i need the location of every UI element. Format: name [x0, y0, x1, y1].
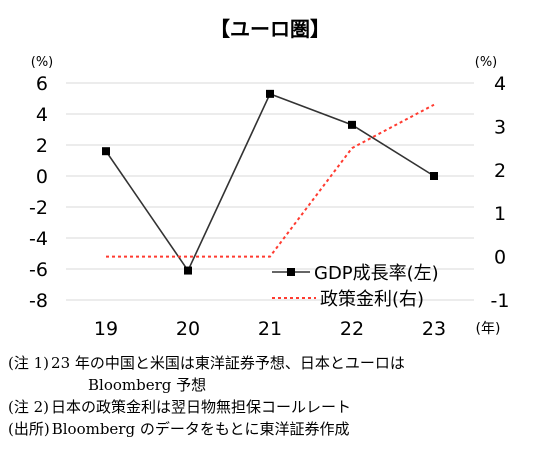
data-point-gdp-growth [266, 89, 274, 98]
left-tick-label: -4 [29, 228, 48, 250]
x-axis-ticks: 19 20 21 22 23 [94, 318, 446, 340]
series-layer [102, 89, 438, 275]
x-tick-label: 19 [94, 318, 118, 340]
data-point-gdp-growth [102, 147, 110, 156]
left-tick-label: 0 [36, 166, 48, 188]
right-tick-label: 2 [494, 160, 506, 182]
note-1-continued-text: Bloomberg 予想 [88, 376, 207, 394]
data-point-gdp-growth [184, 266, 192, 275]
note-1-continued: Bloomberg 予想 [8, 374, 534, 396]
data-point-gdp-growth [430, 172, 438, 180]
right-tick-label: -1 [491, 290, 510, 312]
note-2: (注 2) 日本の政策金利は翌日物無担保コールレート [8, 396, 534, 418]
data-point-gdp-growth [348, 120, 356, 129]
right-tick-label: 3 [494, 116, 506, 138]
x-tick-label: 20 [176, 318, 200, 340]
left-tick-label: -8 [29, 290, 48, 312]
left-tick-label: 6 [36, 73, 48, 95]
gridlines [66, 82, 474, 301]
note-source: (出所) Bloomberg のデータをもとに東洋証券作成 [8, 418, 534, 440]
chart-title: 【ユーロ圏】 [210, 17, 330, 41]
x-axis-unit: (年) [476, 321, 501, 337]
left-axis-ticks: 6 4 2 0 -2 -4 -6 -8 [29, 73, 48, 312]
x-tick-label: 21 [258, 318, 282, 340]
legend: GDP成長率(左) 政策金利(右) [272, 263, 439, 310]
note-1: (注 1) 23 年の中国と米国は東洋証券予想、日本とユーロは [8, 352, 534, 374]
right-axis-ticks: 4 3 2 1 0 -1 [491, 73, 510, 312]
right-tick-label: 4 [494, 73, 506, 95]
series-line-policy-rate [106, 103, 435, 258]
legend-rate-label: 政策金利(右) [320, 289, 424, 310]
note-2-tag: (注 2) [8, 398, 50, 416]
legend-gdp-marker [287, 268, 295, 276]
note-1-text: 23 年の中国と米国は東洋証券予想、日本とユーロは [51, 354, 405, 372]
footnotes: (注 1) 23 年の中国と米国は東洋証券予想、日本とユーロは Bloomber… [8, 352, 534, 440]
x-tick-label: 22 [340, 318, 364, 340]
left-tick-label: 4 [36, 104, 48, 126]
note-source-text: Bloomberg のデータをもとに東洋証券作成 [51, 420, 350, 438]
right-tick-label: 0 [494, 247, 506, 269]
left-axis-unit: (%) [31, 55, 54, 70]
x-tick-label: 23 [422, 318, 446, 340]
note-1-tag: (注 1) [8, 354, 50, 372]
note-2-text: 日本の政策金利は翌日物無担保コールレート [51, 398, 352, 416]
left-tick-label: -6 [29, 259, 48, 281]
left-tick-label: -2 [29, 197, 48, 219]
series-line-gdp-growth [105, 92, 435, 273]
note-source-tag: (出所) [8, 420, 50, 438]
left-tick-label: 2 [36, 135, 48, 157]
right-tick-label: 1 [494, 203, 506, 225]
legend-gdp-label: GDP成長率(左) [314, 263, 439, 284]
right-axis-unit: (%) [475, 55, 498, 70]
